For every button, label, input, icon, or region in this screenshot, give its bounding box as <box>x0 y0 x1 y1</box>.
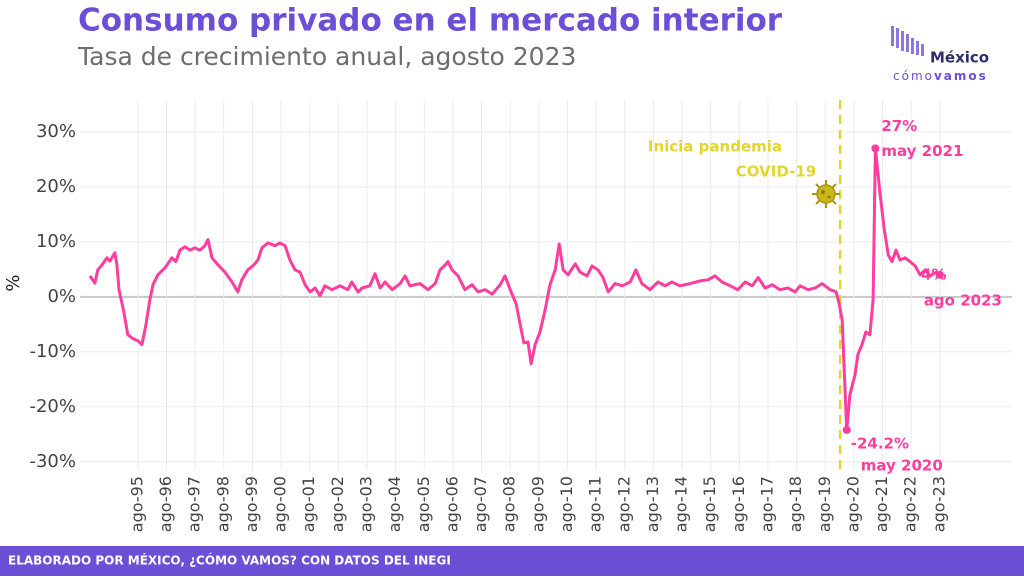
x-tick-label: ago-12 <box>614 476 633 532</box>
x-tick-label: ago-02 <box>328 476 347 532</box>
y-tick-label: 30% <box>36 121 76 142</box>
x-tick-label: ago-01 <box>299 476 318 532</box>
x-tick-label: ago-14 <box>672 476 691 532</box>
annotation-point <box>935 270 944 279</box>
y-tick-label: -20% <box>29 396 76 417</box>
logo-tagline: cómovamos <box>893 69 988 83</box>
event-label: Inicia pandemia <box>648 138 782 156</box>
y-tick-label: 20% <box>36 176 76 197</box>
y-tick-label: -30% <box>29 451 76 472</box>
grid: -30% -20% -10% 0% 10% 20% 30% ago-95 ago-96 ago-9… <box>29 100 1012 532</box>
x-tick-label: ago-11 <box>586 476 605 532</box>
chart-subtitle: Tasa de crecimiento anual, agosto 2023 <box>77 42 576 71</box>
x-tick-label: ago-96 <box>156 476 175 532</box>
x-tick-label: ago-21 <box>872 476 891 532</box>
x-tick-label: ago-06 <box>442 476 461 532</box>
annotation-value: 4% <box>921 265 946 283</box>
x-tick-label: ago-23 <box>929 476 948 532</box>
x-tick-label: ago-16 <box>729 476 748 532</box>
plot: Inicia pandemia COVID-19 27% may 2021 -24.2%… <box>88 100 1002 474</box>
x-tick-label: ago-04 <box>385 476 404 532</box>
annotation-date: may 2020 <box>861 456 943 474</box>
x-tick-label: ago-98 <box>213 476 232 532</box>
series-line <box>88 146 941 432</box>
chart-title: Consumo privado en el mercado interior <box>78 3 783 39</box>
x-tick-label: ago-18 <box>786 476 805 532</box>
x-tick-label: ago-15 <box>700 476 719 532</box>
x-tick-label: ago-17 <box>757 476 776 532</box>
x-tick-label: ago-97 <box>185 476 204 532</box>
x-tick-label: ago-09 <box>528 476 547 532</box>
x-tick-label: ago-10 <box>557 476 576 532</box>
x-tick-label: ago-22 <box>901 476 920 532</box>
annotation-value: -24.2% <box>851 434 909 452</box>
x-tick-label: ago-95 <box>127 476 146 532</box>
virus-icon <box>812 180 840 208</box>
logo-name: México <box>930 49 989 67</box>
y-tick-label: -10% <box>29 341 76 362</box>
annotation-point <box>871 144 880 153</box>
x-tick-label: ago-07 <box>471 476 490 532</box>
footer-text: ELABORADO POR MÉXICO, ¿CÓMO VAMOS? CON D… <box>8 553 451 568</box>
x-tick-label: ago-20 <box>843 476 862 532</box>
y-axis-label: % <box>3 274 24 291</box>
annotation-value: 27% <box>881 117 917 135</box>
x-tick-label: ago-08 <box>500 476 519 532</box>
x-tick-label: ago-99 <box>242 476 261 532</box>
annotation-date: ago 2023 <box>924 291 1002 309</box>
y-tick-label: 10% <box>36 231 76 252</box>
y-tick-label: 0% <box>47 286 76 307</box>
x-tick-label: ago-03 <box>356 476 375 532</box>
annotation-date: may 2021 <box>881 142 963 160</box>
x-tick-label: ago-05 <box>414 476 433 532</box>
event-label: COVID-19 <box>736 163 816 181</box>
x-tick-label: ago-13 <box>643 476 662 532</box>
logo: México cómovamos <box>891 26 989 83</box>
footer-bar <box>0 546 1024 576</box>
x-tick-label: ago-19 <box>815 476 834 532</box>
annotation-point <box>842 425 851 434</box>
logo-tagline-b: vamos <box>934 69 988 83</box>
logo-tagline-a: cómo <box>893 69 934 83</box>
x-tick-label: ago-00 <box>271 476 290 532</box>
